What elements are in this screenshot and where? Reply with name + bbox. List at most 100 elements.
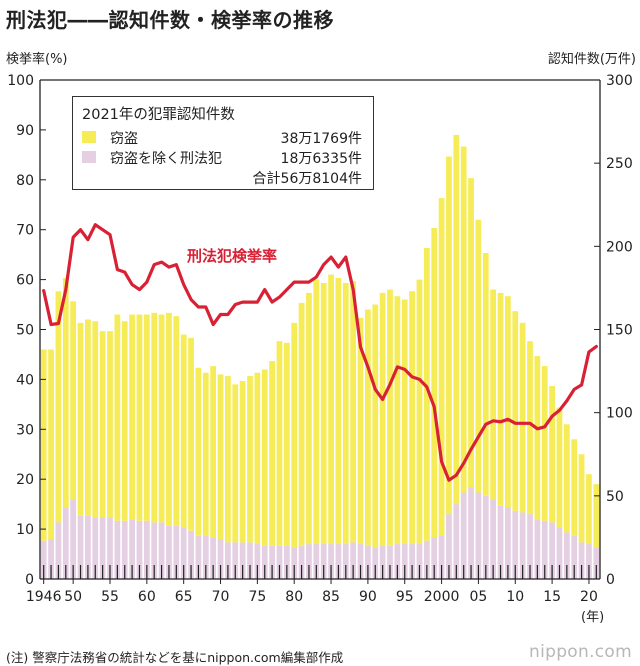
- bar-other-1970: [217, 539, 224, 579]
- x-tick-label-1950: 50: [64, 589, 82, 605]
- x-tick-label-2020: 20: [580, 589, 598, 605]
- y-left-tick-label-30: 30: [16, 422, 34, 438]
- footnote: (注) 警察庁法務省の統計などを基にnippon.com編集部作成: [6, 650, 344, 665]
- bar-other-1956: [114, 520, 121, 579]
- y-left-tick-label-10: 10: [16, 522, 34, 538]
- bar-larceny-1947: [48, 349, 54, 540]
- bar-other-1975: [254, 544, 261, 579]
- bar-other-1994: [394, 544, 401, 579]
- bar-other-1955: [107, 517, 113, 579]
- bar-larceny-1963: [166, 312, 172, 526]
- bar-other-2013: [534, 519, 541, 579]
- x-tick-label-1955: 55: [101, 589, 119, 605]
- bar-other-1988: [350, 542, 357, 579]
- bar-larceny-1989: [357, 317, 364, 545]
- bar-other-1965: [180, 527, 187, 579]
- bar-larceny-2002: [453, 134, 460, 505]
- bar-other-1983: [313, 544, 320, 579]
- bar-other-1953: [92, 517, 99, 579]
- bar-other-2009: [505, 507, 511, 579]
- bar-other-1964: [173, 525, 180, 579]
- bar-other-2000: [438, 535, 445, 579]
- legend-title: 2021年の犯罪認知件数: [82, 107, 235, 123]
- bar-larceny-1980: [291, 322, 298, 548]
- x-tick-label-2015: 15: [543, 589, 561, 605]
- legend-total: 合計56万8104件: [252, 171, 362, 187]
- bar-larceny-1954: [99, 331, 106, 518]
- bar-larceny-2012: [527, 341, 533, 515]
- bar-other-1967: [195, 535, 202, 579]
- x-tick-label-1985: 85: [322, 589, 340, 605]
- bar-larceny-1996: [409, 291, 415, 545]
- y-left-tick-label-20: 20: [16, 472, 34, 488]
- y-right-tick-label-0: 0: [606, 572, 615, 588]
- bar-larceny-1953: [92, 321, 99, 518]
- bar-other-1977: [269, 545, 275, 579]
- y-right-tick-label-300: 300: [606, 73, 633, 89]
- x-tick-label-1970: 70: [212, 589, 230, 605]
- bar-larceny-1962: [158, 314, 165, 523]
- bar-larceny-1978: [276, 341, 283, 546]
- bar-larceny-2016: [556, 407, 563, 528]
- bar-larceny-1971: [225, 376, 231, 543]
- bar-larceny-1974: [247, 376, 253, 543]
- bar-larceny-2014: [541, 366, 548, 521]
- bar-larceny-2019: [578, 454, 585, 543]
- bar-other-1968: [202, 535, 209, 579]
- bar-larceny-1979: [283, 342, 290, 546]
- bar-larceny-1949: [62, 277, 69, 508]
- bar-other-2005: [475, 492, 482, 579]
- bar-larceny-1950: [70, 301, 77, 500]
- bar-larceny-2008: [497, 292, 504, 506]
- bar-larceny-2011: [519, 322, 526, 513]
- bar-larceny-2009: [505, 296, 511, 508]
- bar-other-2012: [527, 514, 533, 579]
- bar-larceny-2004: [468, 178, 474, 488]
- y-left-tick-label-40: 40: [16, 372, 34, 388]
- bar-other-2007: [490, 499, 497, 579]
- bar-larceny-1969: [210, 366, 217, 538]
- bar-other-2020: [586, 544, 592, 579]
- bar-other-1972: [232, 542, 239, 579]
- bar-other-2018: [571, 535, 578, 579]
- bar-larceny-1990: [365, 309, 371, 546]
- bar-larceny-1958: [129, 314, 135, 520]
- bar-other-1962: [158, 522, 165, 579]
- bar-larceny-1995: [401, 299, 408, 545]
- legend-swatch-larceny: [82, 131, 96, 143]
- bar-larceny-2015: [549, 386, 555, 523]
- brand-logo: nippon.com: [529, 642, 632, 662]
- bar-larceny-2010: [512, 311, 519, 511]
- rate-line-label: 刑法犯検挙率: [187, 247, 278, 265]
- bar-larceny-2005: [475, 219, 482, 493]
- bar-other-1969: [210, 537, 217, 579]
- y-left-tick-label-0: 0: [25, 572, 34, 588]
- legend-value-other: 18万6335件: [280, 151, 362, 167]
- bar-larceny-2020: [586, 474, 592, 545]
- bar-other-1951: [77, 515, 84, 579]
- bar-larceny-1982: [306, 292, 312, 545]
- bar-other-1991: [372, 547, 379, 579]
- legend-label-other: 窃盗を除く刑法犯: [110, 151, 222, 167]
- bar-larceny-2021: [593, 484, 600, 548]
- y-left-tick-label-80: 80: [16, 173, 34, 189]
- bar-larceny-1997: [416, 279, 423, 545]
- bar-other-1961: [151, 522, 158, 579]
- bar-larceny-1985: [328, 274, 334, 545]
- y-right-tick-label-100: 100: [606, 406, 633, 422]
- bar-larceny-1977: [269, 361, 275, 546]
- bar-other-2004: [468, 487, 474, 579]
- y-right-tick-label-50: 50: [606, 489, 624, 505]
- x-tick-label-2005: 05: [470, 589, 488, 605]
- bar-larceny-1972: [232, 384, 239, 543]
- bar-larceny-1992: [379, 292, 386, 546]
- bar-larceny-1988: [350, 281, 357, 543]
- legend-item-other: 窃盗を除く刑法犯 18万6335件: [82, 147, 362, 167]
- bar-larceny-1961: [151, 312, 158, 523]
- bar-larceny-1951: [77, 322, 84, 516]
- bar-other-1996: [409, 544, 415, 579]
- bar-larceny-1998: [423, 247, 430, 541]
- bar-other-1949: [62, 507, 69, 579]
- bar-other-1989: [357, 544, 364, 579]
